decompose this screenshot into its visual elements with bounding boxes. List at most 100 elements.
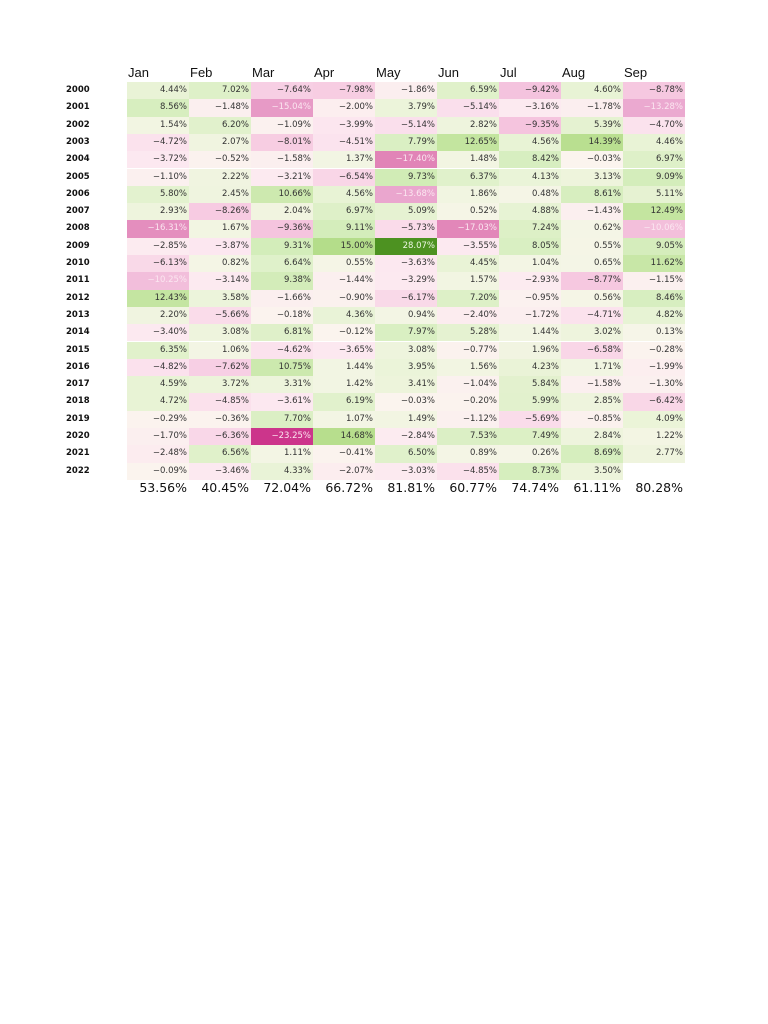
heatmap-cell: 7.97% [375, 324, 437, 342]
heatmap-cell: −6.13% [127, 255, 189, 273]
heatmap-cell: 7.70% [251, 410, 313, 428]
heatmap-cell: 1.37% [313, 151, 375, 169]
heatmap-cell: 12.43% [127, 289, 189, 307]
heatmap-cell: 6.64% [251, 255, 313, 273]
row-label-2008: 2008 [66, 223, 90, 234]
heatmap-cell: −8.77% [561, 272, 623, 290]
heatmap-cell: 0.65% [561, 255, 623, 273]
heatmap-cell: 1.54% [127, 116, 189, 134]
heatmap-cell: 9.31% [251, 237, 313, 255]
row-label-2002: 2002 [66, 119, 90, 130]
heatmap-cell: −1.15% [623, 272, 685, 290]
heatmap-cell: −13.28% [623, 99, 685, 117]
heatmap-cell: −3.03% [375, 462, 437, 480]
heatmap-cell: −4.62% [251, 341, 313, 359]
heatmap-cell: 4.45% [437, 255, 499, 273]
heatmap-cell: 0.26% [499, 445, 561, 463]
heatmap-cell: −0.18% [251, 306, 313, 325]
heatmap-cell: 6.59% [437, 82, 499, 100]
heatmap-cell: −6.17% [375, 289, 437, 307]
heatmap-cell: −0.09% [127, 462, 189, 480]
heatmap-cell: 6.81% [251, 324, 313, 342]
heatmap-cell: −4.82% [127, 358, 189, 377]
heatmap-cell: 4.56% [499, 133, 561, 152]
heatmap-cell: −4.51% [313, 133, 375, 152]
heatmap-cell: 1.22% [623, 428, 685, 446]
column-total: 40.45% [201, 480, 249, 495]
heatmap-cell: −0.95% [499, 289, 561, 307]
heatmap-cell: −5.14% [437, 99, 499, 117]
heatmap-cell: −6.58% [561, 341, 623, 359]
heatmap-cell: −5.73% [375, 220, 437, 238]
heatmap-cell: 0.48% [499, 185, 561, 204]
heatmap-cell: 3.08% [375, 341, 437, 359]
heatmap-cell: −2.40% [437, 306, 499, 325]
heatmap-cell: 8.61% [561, 185, 623, 204]
heatmap-cell: −4.85% [437, 462, 499, 480]
row-label-2011: 2011 [66, 275, 90, 286]
heatmap-cell: −23.25% [251, 428, 313, 446]
heatmap-cell: 5.28% [437, 324, 499, 342]
heatmap-cell: 2.82% [437, 116, 499, 134]
row-label-2010: 2010 [66, 258, 90, 268]
heatmap-cell: −5.66% [189, 306, 251, 325]
heatmap-cell: −6.36% [189, 428, 251, 446]
heatmap-cell: 14.68% [313, 428, 375, 446]
row-label-2005: 2005 [66, 171, 90, 182]
heatmap-cell: 15.00% [313, 237, 375, 255]
heatmap-cell: −1.12% [437, 410, 499, 428]
heatmap-cell: 9.05% [623, 237, 685, 255]
row-label-2016: 2016 [66, 361, 90, 372]
heatmap-cell: −15.04% [251, 99, 313, 117]
heatmap-cell: 6.37% [437, 168, 499, 186]
heatmap-cell: 9.38% [251, 272, 313, 290]
heatmap-cell: 4.44% [127, 82, 189, 100]
heatmap-cell: −1.04% [437, 376, 499, 394]
heatmap-cell: 6.35% [127, 341, 189, 359]
column-total: 72.04% [263, 480, 311, 495]
column-header-jun: Jun [438, 65, 459, 80]
heatmap-cell: 4.13% [499, 168, 561, 186]
heatmap-cell: −7.62% [189, 358, 251, 377]
heatmap-cell: 6.97% [623, 151, 685, 169]
heatmap-cell: −1.58% [561, 376, 623, 394]
heatmap-cell: 7.49% [499, 428, 561, 446]
heatmap-cell: 3.41% [375, 376, 437, 394]
heatmap-cell: −0.29% [127, 410, 189, 428]
heatmap-cell: 5.39% [561, 116, 623, 134]
heatmap-cell: −16.31% [127, 220, 189, 238]
heatmap-cell: −1.30% [623, 376, 685, 394]
heatmap-cell: 3.13% [561, 168, 623, 186]
row-label-2006: 2006 [66, 188, 90, 199]
column-total: 60.77% [449, 480, 497, 495]
heatmap-cell: 6.56% [189, 445, 251, 463]
heatmap-cell: 5.80% [127, 185, 189, 204]
row-label-2013: 2013 [66, 309, 90, 320]
heatmap-cell: 2.45% [189, 185, 251, 204]
heatmap-cell: 0.55% [561, 237, 623, 255]
heatmap-cell: −8.78% [623, 82, 685, 100]
heatmap-cell: 3.02% [561, 324, 623, 342]
row-label-2003: 2003 [66, 136, 90, 147]
heatmap-cell: −0.77% [437, 341, 499, 359]
heatmap-cell: 4.72% [127, 393, 189, 411]
column-header-sep: Sep [624, 65, 648, 80]
heatmap-cell: 1.49% [375, 410, 437, 428]
heatmap-cell: 6.20% [189, 116, 251, 134]
column-header-may: May [376, 65, 401, 80]
row-label-2018: 2018 [66, 396, 90, 407]
heatmap-cell: 9.09% [623, 168, 685, 186]
heatmap-cell: 7.53% [437, 428, 499, 446]
heatmap-cell: −9.36% [251, 220, 313, 238]
heatmap-cell: 1.04% [499, 255, 561, 273]
heatmap-cell: −0.85% [561, 410, 623, 428]
column-header-feb: Feb [190, 65, 213, 80]
row-label-2000: 2000 [66, 85, 90, 95]
heatmap-cell: 5.09% [375, 203, 437, 221]
heatmap-cell: 10.66% [251, 185, 313, 204]
heatmap-cell: −3.16% [499, 99, 561, 117]
heatmap-cell: 3.79% [375, 99, 437, 117]
heatmap-cell: 9.73% [375, 168, 437, 186]
heatmap-cell: 1.11% [251, 445, 313, 463]
heatmap-cell: 5.84% [499, 376, 561, 394]
